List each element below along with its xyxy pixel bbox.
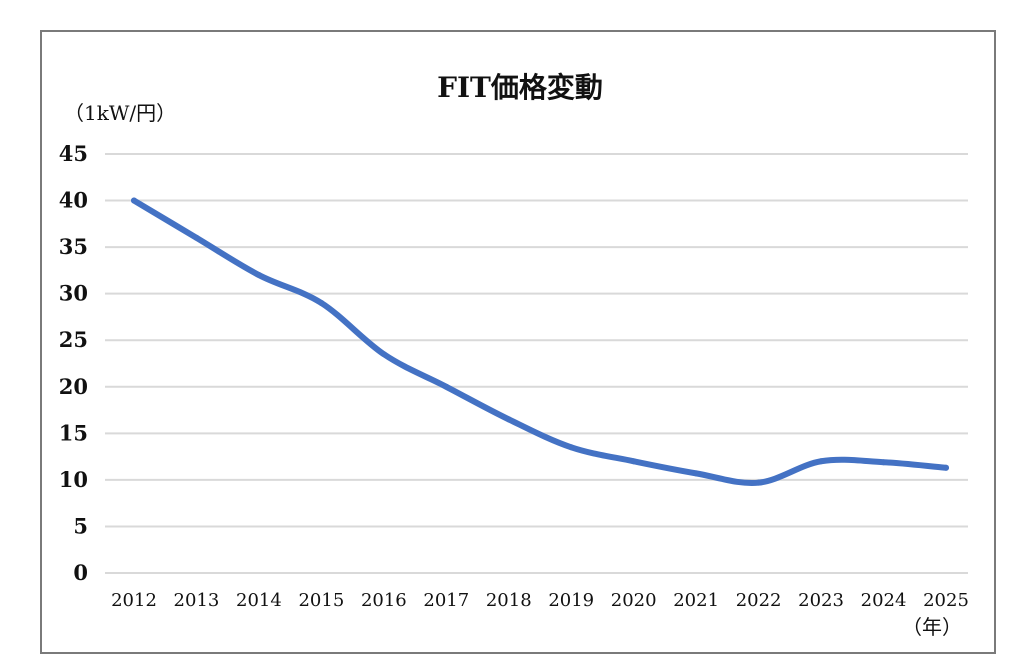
- y-tick-label: 35: [59, 234, 88, 259]
- data-point-2017: [443, 383, 450, 390]
- y-tick-label: 10: [59, 467, 88, 492]
- data-point-2012: [131, 197, 137, 204]
- x-tick-label: 2018: [486, 590, 532, 611]
- data-point-2019: [568, 444, 575, 451]
- chart-title: FIT価格変動: [437, 71, 603, 104]
- data-point-2015: [318, 299, 325, 306]
- x-tick-label: 2020: [611, 590, 657, 611]
- y-tick-label: 20: [59, 374, 88, 399]
- chart-frame: [40, 30, 996, 654]
- x-tick-label: 2024: [861, 590, 907, 611]
- x-axis-ticks: 2012 2013 2014 2015 2016 2017 2018 2019 2020 2021…: [111, 590, 969, 611]
- y-tick-label: 30: [59, 281, 88, 306]
- series-points: [131, 197, 949, 486]
- x-tick-label: 2025: [923, 590, 969, 611]
- data-point-2023: [818, 458, 825, 465]
- x-tick-label: 2012: [111, 590, 157, 611]
- data-point-2022: [755, 479, 762, 486]
- data-point-2024: [880, 459, 887, 466]
- x-tick-label: 2015: [298, 590, 344, 611]
- x-tick-label: 2013: [174, 590, 220, 611]
- x-tick-label: 2016: [361, 590, 407, 611]
- x-axis-unit-label: （年）: [902, 615, 962, 639]
- series-line-fit-price: [131, 197, 949, 487]
- x-tick-label: 2019: [548, 590, 594, 611]
- y-tick-label: 45: [59, 141, 88, 166]
- data-point-2025: [943, 464, 949, 471]
- x-tick-label: 2021: [673, 590, 719, 611]
- y-axis-unit-label: （1kW/円）: [64, 101, 176, 125]
- data-point-2020: [630, 458, 637, 465]
- x-tick-label: 2017: [423, 590, 469, 611]
- y-tick-label: 40: [59, 188, 88, 213]
- y-tick-label: 0: [73, 560, 88, 585]
- data-point-2014: [255, 272, 262, 279]
- y-tick-label: 25: [59, 327, 88, 352]
- y-tick-label: 15: [59, 420, 88, 445]
- data-point-2018: [505, 416, 512, 423]
- x-tick-label: 2023: [798, 590, 844, 611]
- data-point-2013: [193, 234, 200, 241]
- data-point-2016: [380, 351, 387, 358]
- x-tick-label: 2014: [236, 590, 282, 611]
- grid-lines: [105, 153, 968, 574]
- y-tick-label: 5: [73, 513, 88, 538]
- y-axis-ticks: 0 5 10 15 20 25 30 35 40 45: [59, 141, 88, 585]
- x-tick-label: 2022: [736, 590, 782, 611]
- data-point-2021: [693, 470, 700, 477]
